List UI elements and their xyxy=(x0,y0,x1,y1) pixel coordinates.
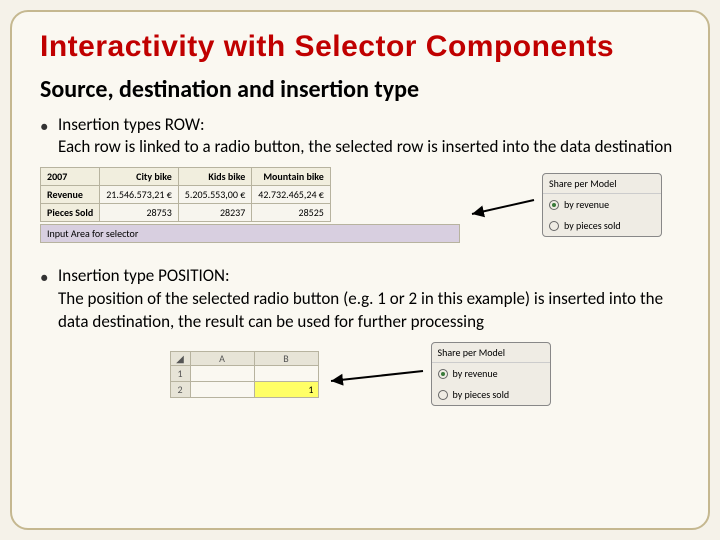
sheet-col-b: B xyxy=(254,351,318,365)
share-opt-pieces[interactable]: by pieces sold xyxy=(543,215,661,236)
year-label: 2007 xyxy=(41,168,100,186)
bullet-position-body: The position of the selected radio butto… xyxy=(58,288,663,332)
table-row: Pieces Sold 28753 28237 28525 xyxy=(41,204,331,222)
sheet-cell xyxy=(254,365,318,381)
sheet-cell xyxy=(190,365,254,381)
share-opt-pieces[interactable]: by pieces sold xyxy=(432,384,550,405)
bullet-row-body: Each row is linked to a radio button, th… xyxy=(58,136,672,157)
bullet-position-text: Insertion type POSITION: The position of… xyxy=(58,265,680,334)
figure-row-insertion: 2007 City bike Kids bike Mountain bike R… xyxy=(40,167,680,243)
mini-spreadsheet: ◢ A B 1 2 1 xyxy=(170,351,319,398)
share-opt-label: by revenue xyxy=(453,367,498,380)
share-opt-revenue[interactable]: by revenue xyxy=(432,363,550,384)
share-box-title: Share per Model xyxy=(543,174,661,194)
bullet-row-text: Insertion types ROW: Each row is linked … xyxy=(58,114,672,160)
bullet-position-head: Insertion type POSITION: xyxy=(58,265,230,286)
col-h-1: Kids bike xyxy=(178,168,252,186)
radio-icon xyxy=(549,221,559,231)
bullet-dot: • xyxy=(40,265,48,334)
arrow-icon xyxy=(466,190,536,220)
slide-title: Interactivity with Selector Components xyxy=(40,30,680,65)
bullet-position: • Insertion type POSITION: The position … xyxy=(40,265,680,334)
share-box-title: Share per Model xyxy=(432,343,550,363)
share-opt-label: by pieces sold xyxy=(564,219,621,232)
col-h-0: City bike xyxy=(100,168,179,186)
slide-frame: Interactivity with Selector Components S… xyxy=(10,10,710,530)
sheet-cell xyxy=(190,381,254,397)
share-opt-label: by revenue xyxy=(564,198,609,211)
row-label-1: Pieces Sold xyxy=(41,204,100,222)
row-label-0: Revenue xyxy=(41,186,100,204)
cell: 28525 xyxy=(252,204,331,222)
sheet-col-a: A xyxy=(190,351,254,365)
slide-subtitle: Source, destination and insertion type xyxy=(40,75,680,104)
cell: 28237 xyxy=(178,204,252,222)
sheet-cell-highlight: 1 xyxy=(254,381,318,397)
radio-icon xyxy=(438,369,448,379)
figure-row-position: ◢ A B 1 2 1 Share per Model by r xyxy=(40,342,680,406)
sheet-row-1: 1 xyxy=(170,365,190,381)
cell: 42.732.465,24 € xyxy=(252,186,331,204)
share-box: Share per Model by revenue by pieces sol… xyxy=(431,342,551,406)
share-opt-label: by pieces sold xyxy=(453,388,510,401)
cell: 21.546.573,21 € xyxy=(100,186,179,204)
arrow-icon xyxy=(325,359,425,389)
data-table-wrap: 2007 City bike Kids bike Mountain bike R… xyxy=(40,167,460,243)
share-box: Share per Model by revenue by pieces sol… xyxy=(542,173,662,237)
bullet-dot: • xyxy=(40,114,48,160)
radio-icon xyxy=(438,390,448,400)
share-opt-revenue[interactable]: by revenue xyxy=(543,194,661,215)
input-area-label: Input Area for selector xyxy=(40,224,460,243)
sheet-corner: ◢ xyxy=(170,351,190,365)
bullet-row-head: Insertion types ROW: xyxy=(58,114,205,135)
radio-icon xyxy=(549,200,559,210)
col-h-2: Mountain bike xyxy=(252,168,331,186)
bullet-row: • Insertion types ROW: Each row is linke… xyxy=(40,114,680,160)
sheet-row-2: 2 xyxy=(170,381,190,397)
cell: 5.205.553,00 € xyxy=(178,186,252,204)
data-table: 2007 City bike Kids bike Mountain bike R… xyxy=(40,167,331,222)
cell: 28753 xyxy=(100,204,179,222)
table-row: Revenue 21.546.573,21 € 5.205.553,00 € 4… xyxy=(41,186,331,204)
